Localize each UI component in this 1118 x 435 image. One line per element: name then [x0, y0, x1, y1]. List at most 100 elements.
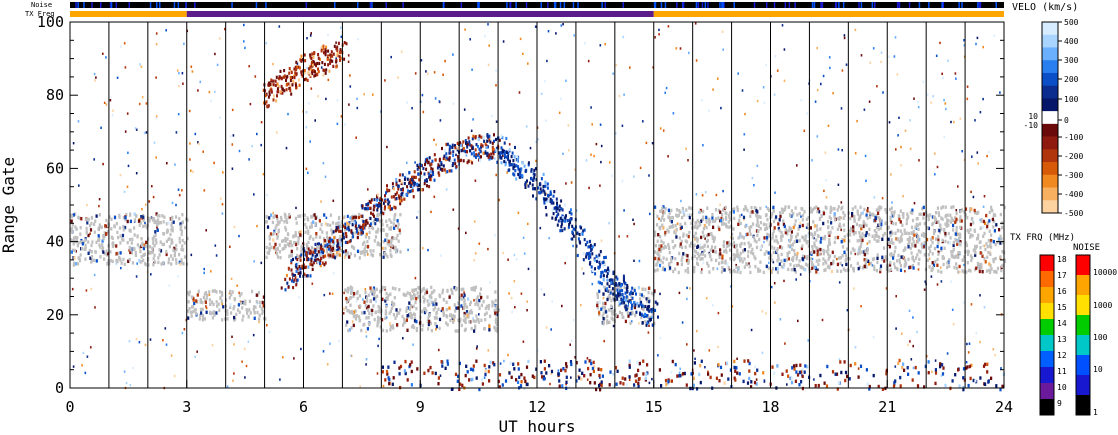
echo-cell [257, 290, 260, 295]
echo-cell [974, 251, 977, 255]
echo-cell [335, 222, 338, 226]
echo-cell [907, 242, 910, 247]
echo-cell [931, 252, 934, 256]
echo-cell [191, 305, 195, 309]
echo-cell [409, 312, 412, 316]
echo-cell [978, 262, 981, 267]
echo-cell [736, 208, 739, 212]
echo-cell [266, 324, 268, 327]
echo-cell [332, 252, 335, 257]
echo-cell [952, 205, 955, 209]
echo-cell [393, 226, 396, 230]
echo-cell [608, 320, 611, 324]
echo-cell [810, 261, 813, 265]
echo-cell [334, 229, 337, 233]
echo-cell [385, 296, 388, 301]
echo-cell [915, 232, 918, 236]
echo-cell [537, 186, 540, 190]
echo-cell [585, 255, 588, 259]
echo-cell [90, 255, 94, 259]
echo-cell [735, 254, 738, 258]
echo-cell [257, 293, 260, 297]
echo-cell [824, 151, 827, 154]
echo-cell [346, 221, 348, 225]
echo-cell [395, 224, 397, 228]
echo-cell [670, 225, 673, 229]
echo-cell [432, 171, 434, 175]
echo-cell [307, 240, 310, 245]
echo-cell [338, 339, 341, 343]
echo-cell [367, 304, 370, 309]
echo-cell [568, 149, 570, 152]
echo-cell [883, 232, 886, 236]
echo-cell [395, 181, 398, 185]
echo-cell [335, 250, 338, 255]
echo-cell [221, 302, 223, 306]
echo-cell [123, 262, 126, 266]
echo-cell [183, 42, 185, 45]
echo-cell [761, 351, 764, 354]
echo-cell [729, 257, 732, 261]
echo-cell [405, 192, 408, 197]
echo-cell [142, 253, 145, 257]
echo-cell [553, 206, 556, 210]
echo-cell [992, 259, 995, 264]
echo-cell [697, 254, 700, 258]
echo-cell [245, 364, 248, 368]
echo-cell [646, 307, 649, 311]
echo-cell [155, 212, 158, 216]
echo-cell [416, 163, 419, 167]
noise-strip-tick [525, 2, 528, 8]
echo-cell [425, 178, 428, 182]
echo-cell [724, 261, 727, 265]
echo-cell [333, 248, 336, 252]
echo-cell [678, 251, 681, 256]
echo-cell [780, 252, 783, 257]
echo-cell [958, 251, 961, 255]
echo-cell [238, 291, 240, 294]
echo-cell [305, 111, 308, 114]
echo-cell [928, 265, 931, 269]
echo-cell [922, 80, 924, 83]
echo-cell [457, 156, 460, 160]
echo-cell [284, 239, 287, 243]
echo-cell [542, 184, 545, 189]
echo-cell [295, 221, 298, 225]
echo-cell [243, 40, 245, 43]
echo-cell [679, 47, 682, 50]
echo-cell [101, 246, 105, 250]
echo-cell [463, 311, 466, 316]
echo-cell [985, 213, 988, 218]
echo-cell [297, 239, 300, 243]
echo-cell [170, 262, 173, 266]
echo-cell [400, 50, 403, 53]
noise-strip-label: Noise [31, 1, 52, 9]
echo-cell [494, 157, 496, 160]
echo-cell [155, 115, 158, 118]
noise-strip-tick [707, 2, 709, 8]
echo-cell [144, 244, 147, 248]
echo-cell [86, 221, 89, 225]
echo-cell [950, 216, 953, 221]
echo-cell [463, 319, 467, 323]
echo-cell [181, 244, 184, 248]
echo-cell [861, 211, 864, 215]
echo-cell [76, 236, 79, 240]
echo-cell [933, 246, 936, 251]
echo-cell [970, 258, 973, 263]
echo-cell [724, 222, 727, 227]
echo-cell [248, 158, 250, 161]
echo-cell [393, 205, 396, 209]
echo-cell [378, 337, 380, 341]
echo-cell [93, 72, 96, 76]
echo-cell [310, 87, 313, 90]
echo-cell [527, 163, 530, 167]
echo-cell [376, 218, 379, 222]
echo-cell [618, 310, 621, 315]
echo-cell [547, 30, 550, 33]
echo-cell [489, 281, 491, 284]
echo-cell [494, 149, 497, 153]
echo-cell [790, 257, 793, 261]
echo-cell [762, 222, 765, 226]
echo-cell [722, 217, 725, 222]
